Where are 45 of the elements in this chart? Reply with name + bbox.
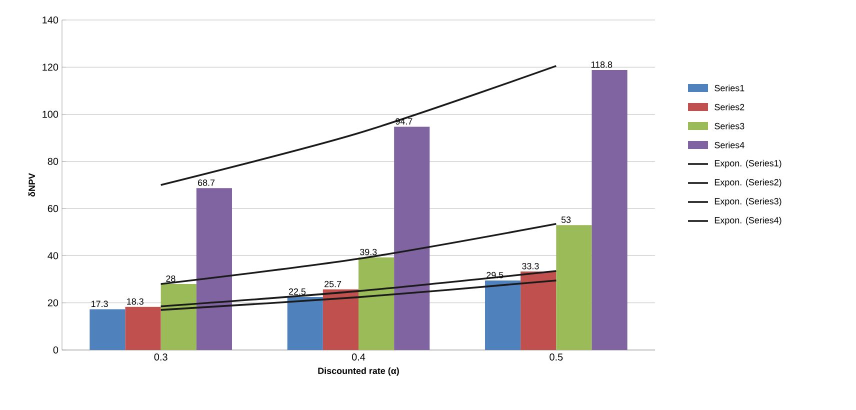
bar [485, 280, 521, 350]
data-label: 17.3 [92, 300, 108, 308]
legend-label: Expon. (Series1) [714, 160, 782, 168]
data-label: 53 [561, 216, 571, 223]
legend-label: Expon. (Series2) [714, 178, 782, 188]
data-label: 94.7 [396, 118, 412, 125]
data-label: 29.5 [486, 272, 504, 278]
data-label: 118.8 [591, 61, 612, 68]
legend-label: Expon. (Series4) [714, 216, 782, 226]
legend-label: Series2 [714, 104, 744, 110]
y-tick-label: 0 [53, 346, 58, 354]
x-tick-label: 0.3 [154, 354, 168, 361]
bar [322, 289, 359, 350]
y-tick-label: 120 [42, 64, 58, 71]
legend-label: Series1 [714, 84, 744, 92]
data-label: 18.3 [127, 298, 144, 305]
y-tick-label: 40 [48, 252, 58, 260]
bar [196, 188, 232, 350]
legend-label: Series3 [714, 122, 744, 130]
x-tick-label: 0.4 [352, 354, 366, 361]
bar [125, 306, 161, 350]
bar [556, 225, 592, 350]
y-axis-title: δNPV [28, 173, 36, 197]
y-tick-label: 100 [42, 110, 58, 118]
data-label: 25.7 [324, 280, 342, 288]
x-tick-label: 0.5 [550, 354, 563, 361]
bar [160, 284, 196, 350]
data-label: 68.7 [198, 180, 215, 186]
y-tick-label: 60 [48, 205, 58, 212]
data-label: 28 [166, 275, 176, 282]
legend-label: Expon. (Series3) [714, 198, 782, 206]
x-axis-title: Discounted rate (α) [318, 367, 399, 376]
legend-label: Series4 [714, 142, 744, 148]
bar [592, 70, 628, 350]
y-tick-label: 140 [42, 16, 58, 24]
bar [90, 309, 126, 350]
data-label: 33.3 [522, 262, 539, 270]
y-tick-label: 80 [48, 158, 58, 165]
data-label: 22.5 [288, 288, 306, 295]
bar [358, 257, 394, 350]
y-tick-label: 20 [48, 299, 58, 306]
bar [394, 126, 430, 350]
bar [520, 272, 556, 350]
bar [287, 296, 323, 350]
data-label: 39.3 [360, 248, 377, 256]
